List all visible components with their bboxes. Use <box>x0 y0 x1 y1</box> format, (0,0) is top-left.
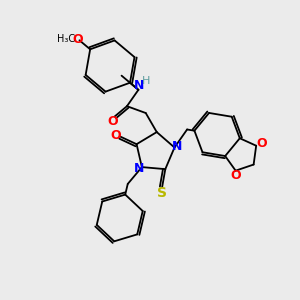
Text: H₃C: H₃C <box>57 34 76 44</box>
Text: O: O <box>110 129 121 142</box>
Text: O: O <box>257 137 268 150</box>
Text: S: S <box>157 186 167 200</box>
Text: N: N <box>134 162 144 175</box>
Text: N: N <box>134 79 145 92</box>
Text: N: N <box>172 140 183 153</box>
Text: O: O <box>230 169 241 182</box>
Text: O: O <box>72 33 83 46</box>
Text: H: H <box>142 76 151 86</box>
Text: O: O <box>107 115 118 128</box>
